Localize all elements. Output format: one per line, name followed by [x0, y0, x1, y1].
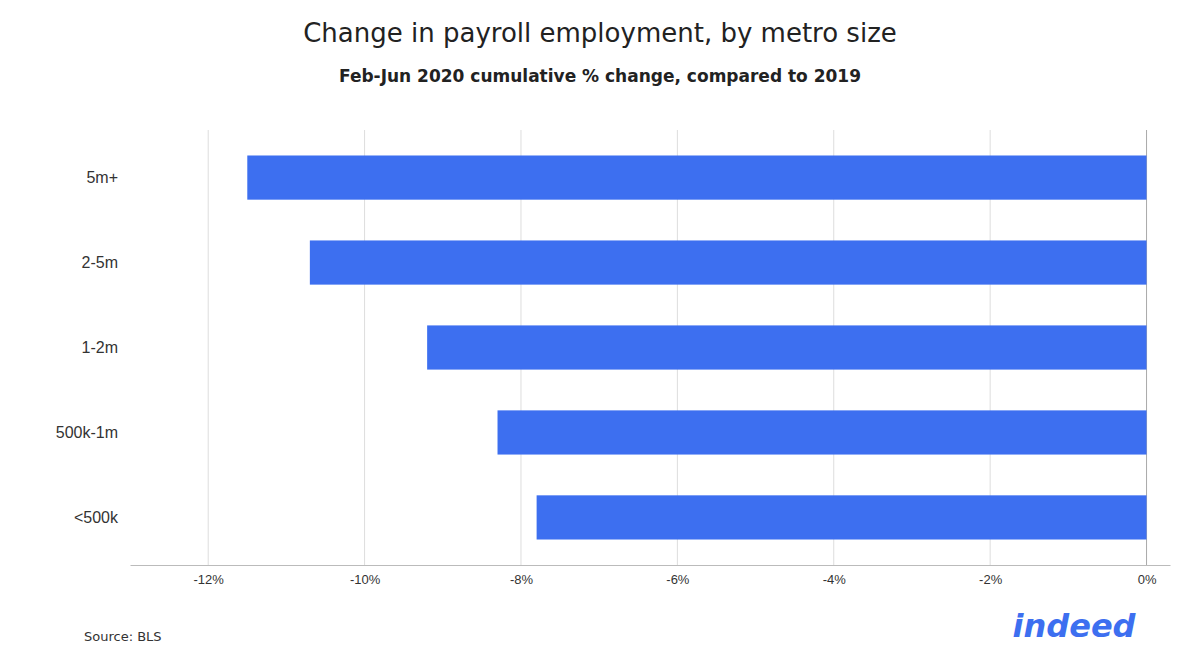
x-tick-label: 0%	[1138, 572, 1157, 587]
x-tick-label: -2%	[979, 572, 1003, 587]
y-tick-label: 1-2m	[82, 339, 118, 356]
x-tick: -2%	[979, 565, 1003, 587]
y-tick-label: 5m+	[86, 169, 118, 186]
x-tick-label: -8%	[510, 572, 534, 587]
y-axis: 5m+ 2-5m 1-2m 500k-1m <500k	[56, 169, 130, 526]
grid-line	[208, 130, 209, 565]
y-tick: 500k-1m	[56, 424, 130, 441]
x-axis-line	[131, 565, 1171, 566]
x-tick-label: -4%	[823, 572, 847, 587]
bar	[247, 155, 1146, 199]
plot: -12% -10% -8% -6% -4% -2% 0% 5m+ 2-5m 1-2m 500k-1m…	[56, 130, 1171, 587]
bar	[537, 495, 1147, 539]
bar	[498, 410, 1147, 454]
grid	[208, 130, 1146, 565]
y-tick-label: <500k	[74, 509, 119, 526]
logo: indeed	[1013, 607, 1137, 645]
chart: Change in payroll employment, by metro s…	[0, 0, 1200, 655]
x-tick: -6%	[666, 565, 690, 587]
bar	[427, 325, 1146, 369]
subtitle: Feb-Jun 2020 cumulative % change, compar…	[339, 66, 861, 86]
x-tick: 0%	[1138, 565, 1157, 587]
x-tick: -8%	[510, 565, 534, 587]
x-tick: -12%	[194, 565, 225, 587]
y-tick: <500k	[74, 509, 130, 526]
y-tick: 2-5m	[82, 254, 130, 271]
source: Source: BLS	[84, 629, 162, 644]
bar	[310, 240, 1147, 284]
x-tick: -4%	[823, 565, 847, 587]
y-tick-label: 500k-1m	[56, 424, 118, 441]
y-tick: 1-2m	[82, 339, 130, 356]
title: Change in payroll employment, by metro s…	[303, 18, 897, 48]
x-axis: -12% -10% -8% -6% -4% -2% 0%	[131, 565, 1171, 587]
y-tick: 5m+	[86, 169, 130, 186]
x-tick-label: -6%	[666, 572, 690, 587]
bars	[247, 155, 1146, 539]
x-tick-label: -10%	[350, 572, 381, 587]
x-tick: -10%	[350, 565, 381, 587]
x-tick-label: -12%	[194, 572, 225, 587]
y-tick-label: 2-5m	[82, 254, 118, 271]
